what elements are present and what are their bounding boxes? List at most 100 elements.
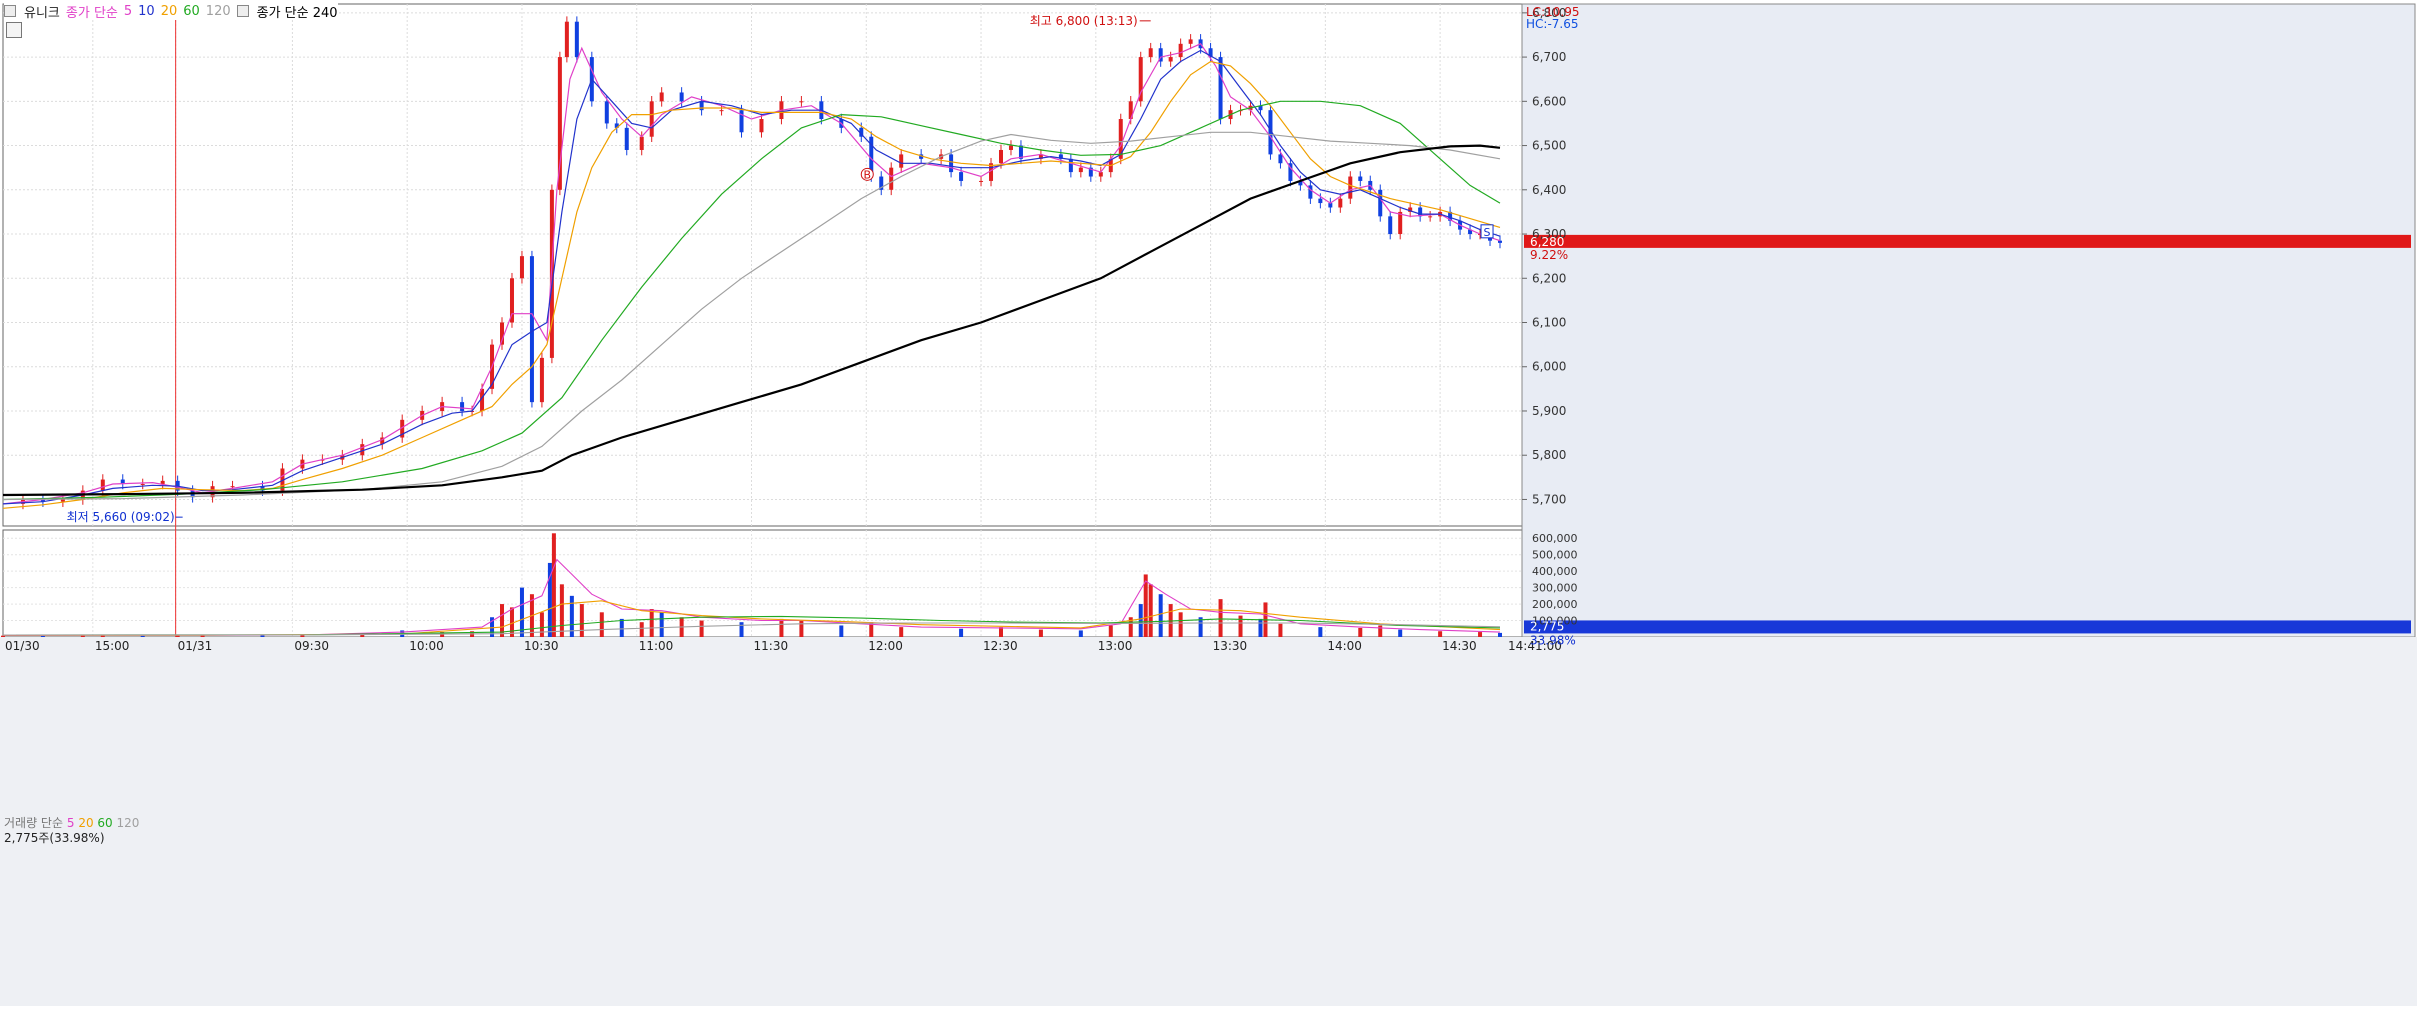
candle-body <box>1178 43 1183 58</box>
candle-body <box>1338 198 1343 208</box>
indicator-icon[interactable] <box>236 5 249 17</box>
panel-toggle-icon[interactable] <box>6 22 22 38</box>
hc-label: HC:-7.65 <box>1526 17 1579 31</box>
vol-ma20-label[interactable]: 20 <box>78 816 94 830</box>
sell-marker-box <box>1480 224 1494 239</box>
ma-20-line <box>2 60 1501 509</box>
ma240-label[interactable]: 종가 단순 240 <box>256 5 338 21</box>
volume-ma-60-line <box>2 615 1501 636</box>
ma60-label[interactable]: 60 <box>183 3 200 19</box>
volume-bar <box>1258 618 1263 637</box>
candle-body <box>1188 39 1193 44</box>
candle-body <box>1468 229 1473 235</box>
volume-bar <box>40 636 45 637</box>
candle-body <box>529 256 534 403</box>
candle-body <box>979 180 984 182</box>
candle-body <box>739 110 744 133</box>
candle-body <box>1298 180 1303 186</box>
time-tick-label: 15:00 <box>95 639 130 653</box>
candle-body <box>1378 189 1383 217</box>
candle-body <box>1088 167 1093 177</box>
price-ma-label[interactable]: 종가 단순 <box>65 5 118 21</box>
volume-bar <box>551 533 556 637</box>
volume-ma-label[interactable]: 거래량 단순 <box>4 816 64 830</box>
time-tick-label: 10:00 <box>409 639 444 653</box>
ma5-label[interactable]: 5 <box>123 3 133 19</box>
volume-bar <box>839 625 844 637</box>
volume-tick-label: 400,000 <box>1532 565 1578 578</box>
volume-bar <box>1108 625 1113 637</box>
price-tick-label: 6,300 <box>1532 227 1566 241</box>
candle-body <box>1018 145 1023 159</box>
candle-body <box>509 278 514 323</box>
volume-bar <box>140 635 145 637</box>
candle-body <box>1128 101 1133 120</box>
volume-bar <box>500 604 504 637</box>
volume-bar <box>547 562 552 637</box>
candle-body <box>1278 154 1283 164</box>
candle-body <box>539 357 544 403</box>
candle-body <box>1418 207 1423 217</box>
candle-body <box>40 499 45 502</box>
volume-bar <box>519 587 524 637</box>
volume-bar <box>1318 627 1323 637</box>
candle-body <box>614 123 619 128</box>
candle-body <box>1398 211 1403 235</box>
chart-menu-icon[interactable] <box>4 5 16 17</box>
candle-body <box>400 419 405 438</box>
candle-body <box>1258 105 1263 111</box>
price-tick-label: 6,400 <box>1532 183 1566 197</box>
candle-body <box>500 322 504 345</box>
vol-ma5-label[interactable]: 5 <box>66 816 75 830</box>
volume-pane <box>1 533 2411 637</box>
candle-body <box>574 21 579 58</box>
candle-body <box>999 149 1003 164</box>
candle-body <box>869 136 874 177</box>
candle-body <box>360 444 365 456</box>
volume-bar <box>799 620 804 637</box>
candle-body <box>380 437 385 445</box>
candle-body <box>460 402 465 411</box>
ma120-label[interactable]: 120 <box>205 3 231 19</box>
grid-lines <box>0 3 2417 1006</box>
candle-body <box>100 479 105 491</box>
vol-ma60-label[interactable]: 60 <box>97 816 113 830</box>
stock-name[interactable]: 유니크 <box>24 5 60 21</box>
candle-body <box>989 163 994 181</box>
ma20-label[interactable]: 20 <box>160 3 178 19</box>
candle-body <box>624 127 629 150</box>
candle-body <box>480 388 485 411</box>
candle-body <box>649 101 654 137</box>
volume-ma-20-line <box>3 600 1501 636</box>
ma10-label[interactable]: 10 <box>138 3 155 19</box>
volume-bar <box>1278 623 1283 637</box>
candle-body <box>1388 216 1393 235</box>
axes: 5,700 5,800 5,900 6,000 6,100 6,200 6,300 6,400… <box>5 6 1578 653</box>
price-tag: 6,280 <box>1530 235 1564 249</box>
candle-body <box>280 468 285 491</box>
candle-body <box>1208 48 1213 58</box>
time-tick-label: 13:00 <box>1098 639 1133 653</box>
candle-body <box>160 480 165 484</box>
price-tick-label: 6,500 <box>1532 139 1566 153</box>
candle-body <box>1058 154 1063 159</box>
volume-bar <box>649 609 654 637</box>
volume-bar <box>490 617 495 637</box>
candle-body <box>1408 207 1413 212</box>
volume-bar <box>779 618 784 637</box>
volume-bar <box>1178 612 1183 637</box>
volume-bar <box>300 635 305 637</box>
vol-ma120-label[interactable]: 120 <box>116 816 140 830</box>
volume-bar <box>1218 599 1223 637</box>
volume-bar <box>579 604 584 637</box>
volume-bar <box>1148 584 1153 637</box>
candle-body <box>564 21 569 58</box>
time-tick-label: 14:30 <box>1442 639 1477 653</box>
volume-bar <box>175 634 180 637</box>
volume-bar <box>80 635 85 637</box>
current-volume: 2,775주(33.98%) <box>4 831 105 845</box>
candle-body <box>1358 176 1363 181</box>
volume-bar <box>1438 631 1443 637</box>
